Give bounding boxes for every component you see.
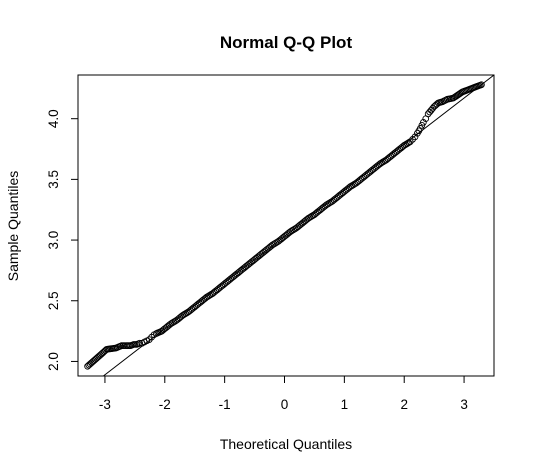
y-tick-label: 2.5 [46, 291, 61, 310]
y-tick-label: 2.0 [46, 352, 61, 371]
x-tick-label: -3 [99, 397, 111, 412]
data-point [478, 81, 485, 89]
x-tick-label: 1 [341, 397, 349, 412]
x-tick-label: 0 [281, 397, 289, 412]
data-point [406, 138, 414, 146]
x-tick-label: -2 [159, 397, 171, 412]
x-ticks: -3 -2 -1 0 1 2 3 [99, 376, 468, 412]
x-tick-label: 2 [400, 397, 408, 412]
y-tick-label: 3.5 [46, 170, 61, 189]
chart-title: Normal Q-Q Plot [220, 33, 353, 52]
data-points [84, 81, 485, 370]
x-tick-label: 3 [460, 397, 468, 412]
data-point [136, 339, 144, 347]
data-point [405, 139, 413, 147]
y-tick-label: 3.0 [46, 231, 61, 250]
y-axis-label: Sample Quantiles [5, 171, 21, 282]
y-tick-label: 4.0 [46, 109, 61, 128]
x-axis-label: Theoretical Quantiles [220, 436, 352, 452]
y-ticks: 2.0 2.5 3.0 3.5 4.0 [46, 109, 78, 371]
x-tick-label: -1 [219, 397, 231, 412]
